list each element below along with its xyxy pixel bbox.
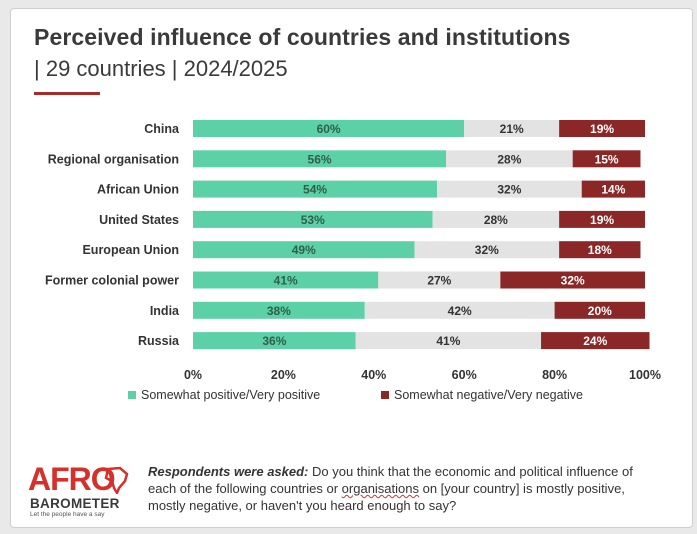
data-label-negative: 24% — [583, 334, 607, 348]
bar-segment-positive — [193, 301, 365, 319]
bar-segment-neutral — [364, 301, 555, 319]
data-label-neutral: 32% — [475, 243, 499, 257]
chart-subtitle: | 29 countries | 2024/2025 — [34, 56, 288, 81]
note-text-2: on [your country] is mostly positive, mo… — [148, 481, 625, 513]
legend-label-negative: Somewhat negative/Very negative — [394, 388, 584, 402]
bar-segment-negative — [554, 301, 645, 319]
legend-label-positive: Somewhat positive/Very positive — [141, 388, 321, 402]
data-label-negative: 32% — [561, 274, 585, 288]
data-label-negative: 20% — [588, 304, 612, 318]
bar-segment-negative — [559, 241, 641, 259]
bar-segment-negative — [559, 210, 645, 228]
category-label: European Union — [82, 243, 179, 257]
chart-title: Perceived influence of countries and ins… — [34, 24, 571, 50]
category-label: United States — [99, 213, 179, 227]
category-label: China — [144, 122, 180, 136]
data-label-positive: 49% — [292, 243, 316, 257]
bar-segment-negative — [500, 271, 645, 289]
data-label-negative: 19% — [590, 122, 614, 136]
category-label: Former colonial power — [45, 274, 179, 288]
data-label-positive: 38% — [267, 304, 291, 318]
afrobarometer-logo: AFRO BAROMETER Let the people have a say — [28, 462, 138, 522]
legend-swatch-negative — [381, 391, 389, 399]
x-tick-label: 40% — [361, 368, 386, 382]
bar-segment-positive — [193, 332, 356, 350]
africa-map-icon — [104, 466, 129, 494]
bar-segment-positive — [193, 271, 379, 289]
data-label-neutral: 41% — [436, 334, 460, 348]
legend-item-positive: Somewhat positive/Very positive — [128, 388, 320, 402]
x-tick-label: 60% — [452, 368, 477, 382]
category-label: Regional organisation — [48, 152, 179, 166]
data-label-negative: 19% — [590, 213, 614, 227]
note-lead: Respondents were asked: — [148, 464, 309, 479]
x-tick-label: 20% — [271, 368, 296, 382]
data-label-positive: 54% — [303, 183, 327, 197]
bar-segment-neutral — [464, 120, 560, 137]
data-label-negative: 18% — [588, 243, 612, 257]
x-tick-label: 0% — [184, 368, 202, 382]
bar-segment-positive — [193, 241, 415, 259]
logo-afro-text: AFRO — [28, 461, 116, 497]
note-underlined-word: organisations — [341, 481, 419, 496]
title-accent-bar — [34, 92, 100, 95]
category-label: India — [150, 304, 180, 318]
bar-segment-neutral — [355, 332, 542, 350]
bar-segment-neutral — [378, 271, 501, 289]
data-label-positive: 56% — [308, 152, 332, 166]
bar-segment-neutral — [437, 180, 582, 198]
bar-segment-positive — [193, 210, 433, 228]
data-label-positive: 60% — [317, 122, 341, 136]
note-text-1: Do you think that the economic and polit… — [148, 464, 633, 496]
bar-segment-negative — [559, 120, 645, 137]
logo-barometer-text: BAROMETER — [30, 496, 120, 511]
data-label-positive: 36% — [262, 334, 286, 348]
x-tick-label: 80% — [542, 368, 567, 382]
legend-swatch-positive — [128, 391, 136, 399]
data-label-negative: 14% — [601, 183, 625, 197]
bar-segment-negative — [541, 332, 650, 350]
data-label-positive: 53% — [301, 213, 325, 227]
legend-item-negative: Somewhat negative/Very negative — [381, 388, 583, 402]
logo-tagline: Let the people have a say — [30, 511, 105, 518]
bar-segment-positive — [193, 150, 447, 168]
bar-segment-neutral — [432, 210, 560, 228]
chart-card — [10, 8, 693, 528]
bar-segment-negative — [581, 180, 645, 198]
data-label-neutral: 28% — [484, 213, 508, 227]
x-tick-label: 100% — [629, 368, 661, 382]
bar-segment-neutral — [446, 150, 573, 168]
data-label-neutral: 27% — [427, 274, 451, 288]
data-label-positive: 41% — [274, 274, 298, 288]
bar-segment-positive — [193, 120, 465, 137]
bar-segment-positive — [193, 180, 438, 198]
data-label-negative: 15% — [595, 152, 619, 166]
data-label-neutral: 42% — [448, 304, 472, 318]
data-label-neutral: 32% — [497, 183, 521, 197]
category-label: African Union — [97, 183, 179, 197]
bar-segment-neutral — [414, 241, 560, 259]
category-label: Russia — [138, 334, 180, 348]
data-label-neutral: 28% — [497, 152, 521, 166]
data-label-neutral: 21% — [500, 122, 524, 136]
bar-segment-negative — [572, 150, 641, 168]
survey-question-note: Respondents were asked: Do you think tha… — [148, 463, 648, 514]
